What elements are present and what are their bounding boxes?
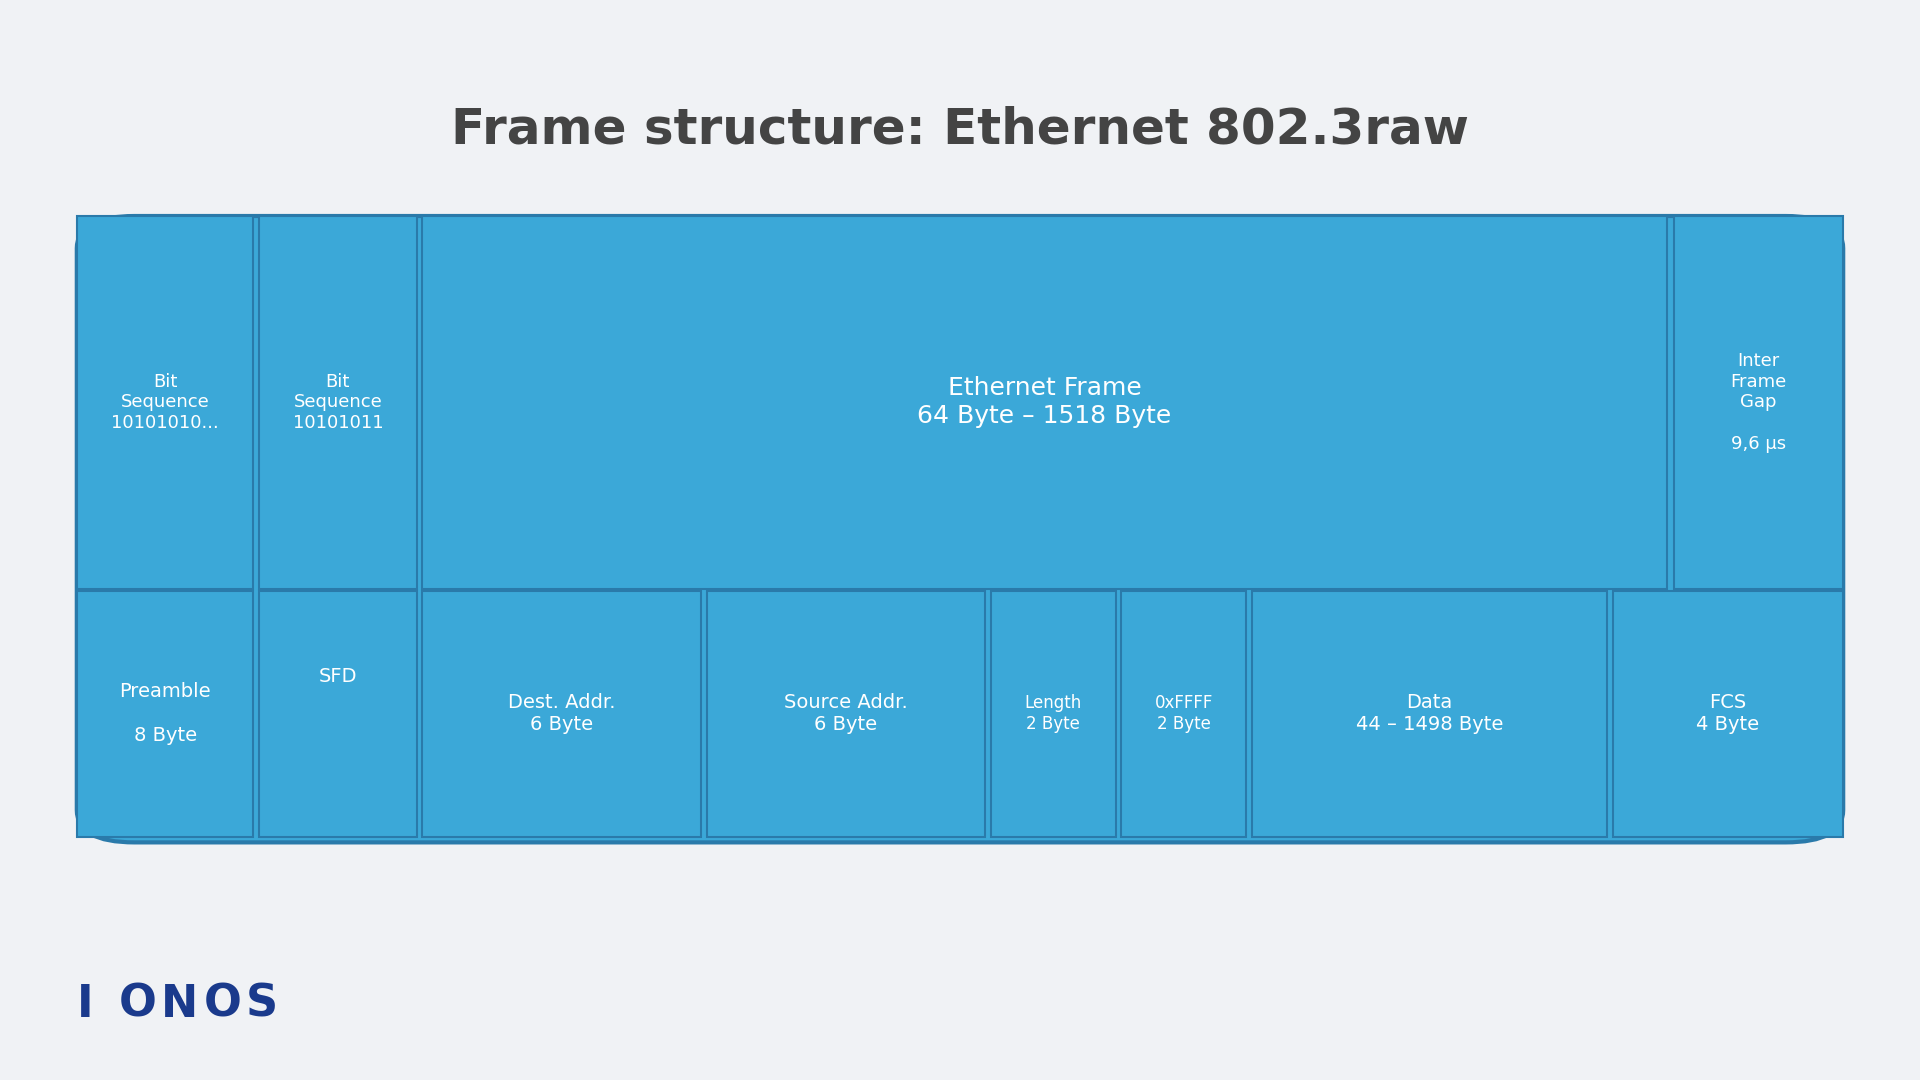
Text: Frame structure: Ethernet 802.3raw: Frame structure: Ethernet 802.3raw bbox=[451, 106, 1469, 153]
Text: Source Addr.
6 Byte: Source Addr. 6 Byte bbox=[783, 693, 908, 734]
Text: 0xFFFF
2 Byte: 0xFFFF 2 Byte bbox=[1154, 694, 1213, 733]
Text: O: O bbox=[119, 983, 157, 1026]
Text: S: S bbox=[246, 983, 278, 1026]
FancyBboxPatch shape bbox=[77, 591, 253, 837]
Text: Ethernet Frame
64 Byte – 1518 Byte: Ethernet Frame 64 Byte – 1518 Byte bbox=[918, 377, 1171, 428]
Text: FCS
4 Byte: FCS 4 Byte bbox=[1697, 693, 1759, 734]
FancyBboxPatch shape bbox=[1121, 591, 1246, 837]
FancyBboxPatch shape bbox=[1674, 216, 1843, 589]
Text: SFD: SFD bbox=[319, 667, 357, 687]
FancyBboxPatch shape bbox=[1252, 591, 1607, 837]
Text: Dest. Addr.
6 Byte: Dest. Addr. 6 Byte bbox=[509, 693, 614, 734]
FancyBboxPatch shape bbox=[991, 591, 1116, 837]
FancyBboxPatch shape bbox=[422, 216, 1667, 589]
Text: Length
2 Byte: Length 2 Byte bbox=[1025, 694, 1081, 733]
Text: O: O bbox=[204, 983, 242, 1026]
Text: I: I bbox=[77, 983, 94, 1026]
FancyBboxPatch shape bbox=[422, 591, 701, 837]
Text: Bit
Sequence
10101011: Bit Sequence 10101011 bbox=[292, 373, 384, 432]
FancyBboxPatch shape bbox=[77, 216, 1843, 842]
FancyBboxPatch shape bbox=[77, 216, 253, 589]
FancyBboxPatch shape bbox=[259, 216, 417, 589]
Text: Bit
Sequence
10101010...: Bit Sequence 10101010... bbox=[111, 373, 219, 432]
FancyBboxPatch shape bbox=[707, 591, 985, 837]
Text: Preamble

8 Byte: Preamble 8 Byte bbox=[119, 683, 211, 745]
FancyBboxPatch shape bbox=[259, 591, 417, 837]
FancyBboxPatch shape bbox=[1613, 591, 1843, 837]
Text: N: N bbox=[161, 983, 198, 1026]
Text: Data
44 – 1498 Byte: Data 44 – 1498 Byte bbox=[1356, 693, 1503, 734]
Text: Inter
Frame
Gap

9,6 μs: Inter Frame Gap 9,6 μs bbox=[1730, 352, 1788, 453]
